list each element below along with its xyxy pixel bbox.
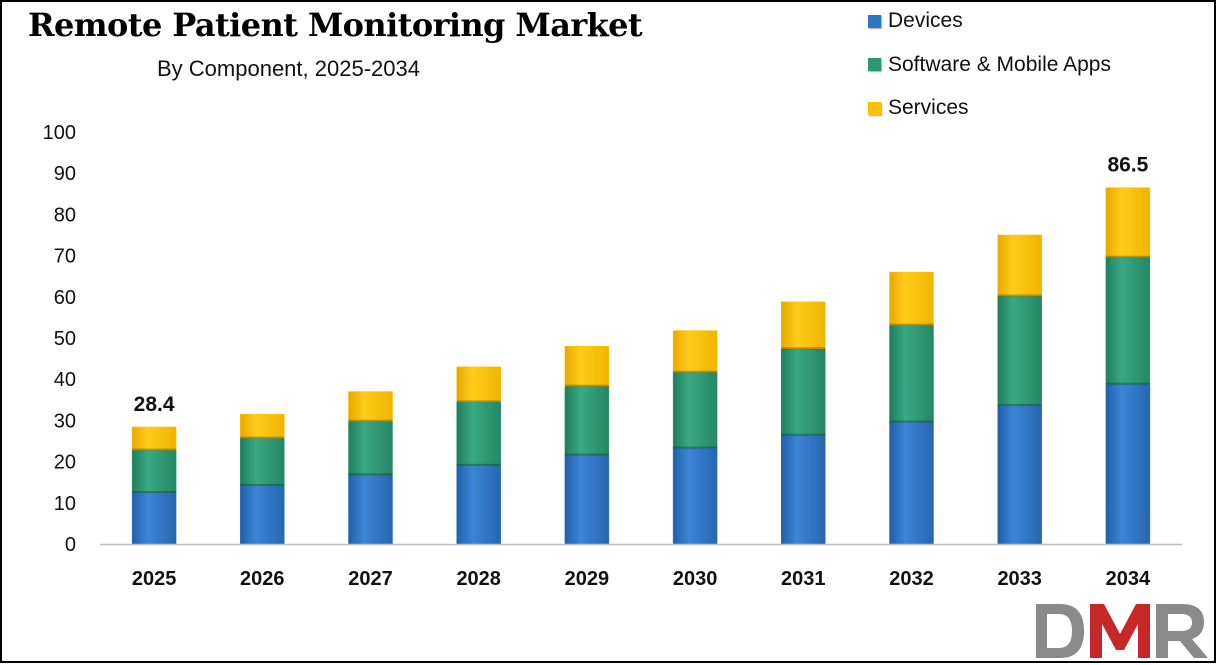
bar-segment-1-2033 bbox=[997, 295, 1042, 406]
y-tick-label: 60 bbox=[54, 287, 76, 309]
legend-item-devices: Devices bbox=[868, 9, 1111, 32]
x-tick-label: 2025 bbox=[132, 568, 177, 590]
bar-segment-0-2033 bbox=[997, 405, 1042, 545]
bar-segment-0-2031 bbox=[781, 434, 826, 545]
x-tick-label: 2028 bbox=[456, 568, 501, 590]
x-tick-label: 2033 bbox=[997, 568, 1042, 590]
x-tick-label: 2034 bbox=[1106, 568, 1151, 590]
bar-segment-1-2034 bbox=[1105, 256, 1151, 385]
segment-divider bbox=[348, 419, 393, 422]
segment-divider bbox=[132, 491, 177, 493]
data-label-total: 86.5 bbox=[1107, 154, 1148, 177]
x-tick-label: 2026 bbox=[240, 568, 285, 590]
segment-divider bbox=[781, 347, 826, 350]
bar-segment-0-2034 bbox=[1105, 383, 1151, 545]
y-tick-label: 80 bbox=[54, 204, 76, 226]
x-tick-label: 2032 bbox=[889, 568, 934, 590]
bar-segment-0-2030 bbox=[672, 447, 718, 545]
bar-segment-0-2025 bbox=[131, 492, 177, 545]
chart-title: Remote Patient Monitoring Market bbox=[28, 6, 643, 44]
segment-divider bbox=[564, 384, 609, 387]
bar-segment-0-2026 bbox=[240, 485, 285, 545]
bar-segment-1-2029 bbox=[564, 385, 610, 456]
segment-divider bbox=[673, 370, 718, 373]
segment-divider bbox=[673, 446, 718, 449]
bar-segment-1-2027 bbox=[348, 420, 393, 476]
segment-divider bbox=[1105, 382, 1150, 385]
bar-segment-1-2028 bbox=[456, 401, 501, 466]
y-tick-label: 20 bbox=[54, 452, 76, 474]
bar-segment-2-2032 bbox=[889, 271, 934, 326]
data-label-total: 28.4 bbox=[134, 393, 175, 416]
y-tick-label: 100 bbox=[43, 122, 76, 144]
segment-divider bbox=[456, 463, 501, 466]
bar-segment-0-2027 bbox=[348, 474, 393, 545]
segment-divider bbox=[997, 294, 1042, 297]
bar-segment-2-2026 bbox=[240, 413, 285, 439]
legend-swatch-services bbox=[868, 101, 881, 115]
bar-segment-1-2032 bbox=[889, 324, 934, 423]
segment-divider bbox=[240, 483, 285, 486]
legend: Devices Software & Mobile Apps Services bbox=[868, 9, 1111, 141]
legend-swatch-devices bbox=[868, 14, 881, 28]
legend-swatch-software bbox=[868, 58, 881, 71]
chart-subtitle: By Component, 2025-2034 bbox=[157, 56, 420, 81]
segment-divider bbox=[240, 436, 285, 439]
bar-segment-1-2026 bbox=[240, 437, 285, 486]
bar-segment-2-2029 bbox=[564, 345, 610, 387]
segment-divider bbox=[781, 433, 826, 436]
segment-divider bbox=[456, 400, 501, 403]
bar-segment-1-2031 bbox=[781, 348, 826, 436]
y-tick-label: 10 bbox=[54, 493, 76, 515]
y-tick-label: 40 bbox=[54, 369, 76, 391]
segment-divider bbox=[889, 323, 934, 326]
legend-item-software: Software & Mobile Apps bbox=[868, 52, 1111, 76]
y-tick-label: 50 bbox=[54, 328, 76, 350]
bar-segment-0-2029 bbox=[564, 454, 610, 545]
segment-divider bbox=[1105, 255, 1150, 258]
bar-segment-0-2028 bbox=[456, 465, 501, 545]
segment-divider bbox=[889, 420, 934, 423]
legend-label-services: Services bbox=[888, 96, 969, 119]
x-tick-label: 2031 bbox=[781, 568, 826, 590]
legend-label-software: Software & Mobile Apps bbox=[888, 52, 1111, 76]
bar-segment-2-2030 bbox=[672, 330, 718, 373]
bar-segment-2-2028 bbox=[456, 366, 501, 403]
legend-item-services: Services bbox=[868, 96, 1111, 119]
bar-segment-2-2033 bbox=[997, 234, 1042, 297]
bar-segment-1-2030 bbox=[672, 371, 718, 449]
x-tick-label: 2029 bbox=[565, 568, 610, 590]
y-tick-label: 70 bbox=[54, 246, 76, 268]
bar-segment-2-2034 bbox=[1105, 187, 1151, 258]
x-tick-label: 2030 bbox=[673, 568, 718, 590]
bar-segment-0-2032 bbox=[889, 421, 934, 545]
segment-divider bbox=[348, 473, 393, 476]
y-tick-label: 30 bbox=[54, 410, 76, 432]
bar-segment-2-2025 bbox=[131, 426, 177, 451]
legend-label-devices: Devices bbox=[888, 9, 963, 32]
segment-divider bbox=[132, 448, 177, 451]
y-tick-label: 0 bbox=[65, 534, 76, 556]
y-tick-label: 90 bbox=[54, 163, 76, 185]
bar-segment-2-2031 bbox=[781, 301, 826, 349]
bar-segment-2-2027 bbox=[348, 391, 393, 422]
segment-divider bbox=[997, 404, 1042, 407]
segment-divider bbox=[564, 453, 609, 456]
x-tick-label: 2027 bbox=[348, 568, 393, 590]
bar-segment-1-2025 bbox=[131, 449, 177, 493]
dmr-logo bbox=[1032, 598, 1210, 660]
